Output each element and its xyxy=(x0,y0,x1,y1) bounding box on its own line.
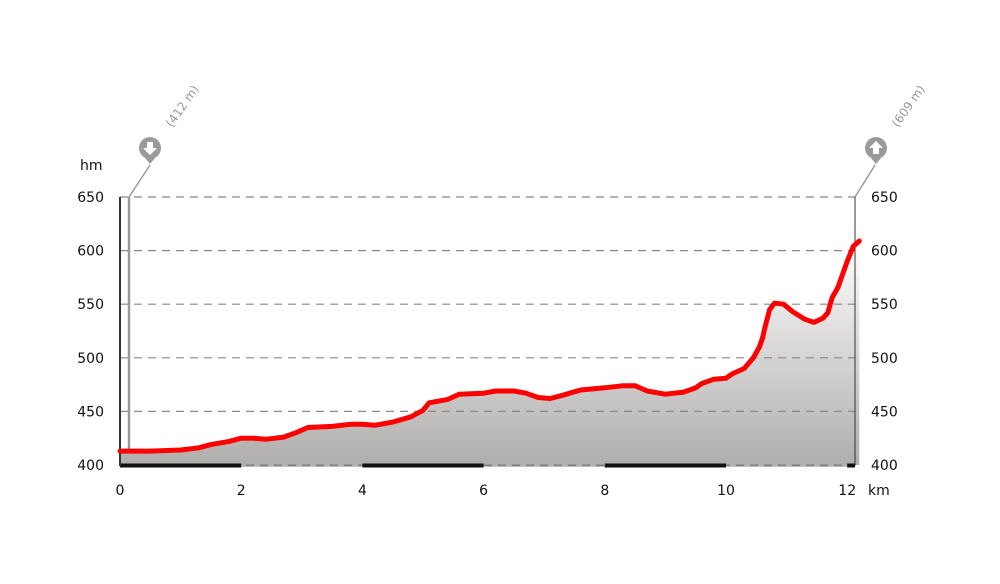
x-axis-ticks: 0 2 4 6 8 10 12 xyxy=(116,483,857,499)
y-tick-left-650: 650 xyxy=(77,190,104,206)
y-tick-right-550: 550 xyxy=(871,297,898,313)
y-tick-left-550: 550 xyxy=(77,297,104,313)
x-tick-6: 6 xyxy=(479,483,488,499)
x-tick-0: 0 xyxy=(116,483,125,499)
baseline-segment xyxy=(847,463,855,468)
y-tick-left-450: 450 xyxy=(77,404,104,420)
arrow-up-icon xyxy=(865,137,887,164)
y-axis-unit-label: hm xyxy=(80,158,103,174)
baseline-segment xyxy=(120,463,242,468)
horizontal-gridlines xyxy=(120,196,855,466)
low-point-marker: (412 m) xyxy=(127,83,202,452)
x-axis-unit-label: km xyxy=(868,483,890,499)
y-tick-right-600: 600 xyxy=(871,244,898,260)
y-tick-left-500: 500 xyxy=(77,351,104,367)
y-tick-right-450: 450 xyxy=(871,404,898,420)
y-tick-right-500: 500 xyxy=(871,351,898,367)
x-tick-4: 4 xyxy=(358,483,367,499)
y-tick-right-650: 650 xyxy=(871,190,898,206)
low-point-label: (412 m) xyxy=(163,83,202,130)
y-axis-ticks-right: 400 450 500 550 600 650 xyxy=(871,190,898,474)
y-axis-ticks-left: 400 450 500 550 600 650 xyxy=(77,190,104,474)
y-tick-left-400: 400 xyxy=(77,458,104,474)
high-point-marker: (609 m) xyxy=(854,83,928,198)
high-point-label: (609 m) xyxy=(889,83,928,130)
low-point-leader xyxy=(128,164,151,198)
elevation-line xyxy=(117,238,862,454)
baseline-segment xyxy=(604,463,726,468)
y-tick-left-600: 600 xyxy=(77,244,104,260)
baseline-segment xyxy=(362,463,484,468)
high-point-leader xyxy=(854,164,876,198)
x-tick-2: 2 xyxy=(237,483,246,499)
x-tick-10: 10 xyxy=(717,483,735,499)
elevation-area-fill xyxy=(120,241,860,465)
x-tick-8: 8 xyxy=(600,483,609,499)
y-tick-right-400: 400 xyxy=(871,458,898,474)
arrow-down-icon xyxy=(139,137,161,164)
x-tick-12: 12 xyxy=(838,483,856,499)
x-axis-baseline xyxy=(120,463,855,468)
